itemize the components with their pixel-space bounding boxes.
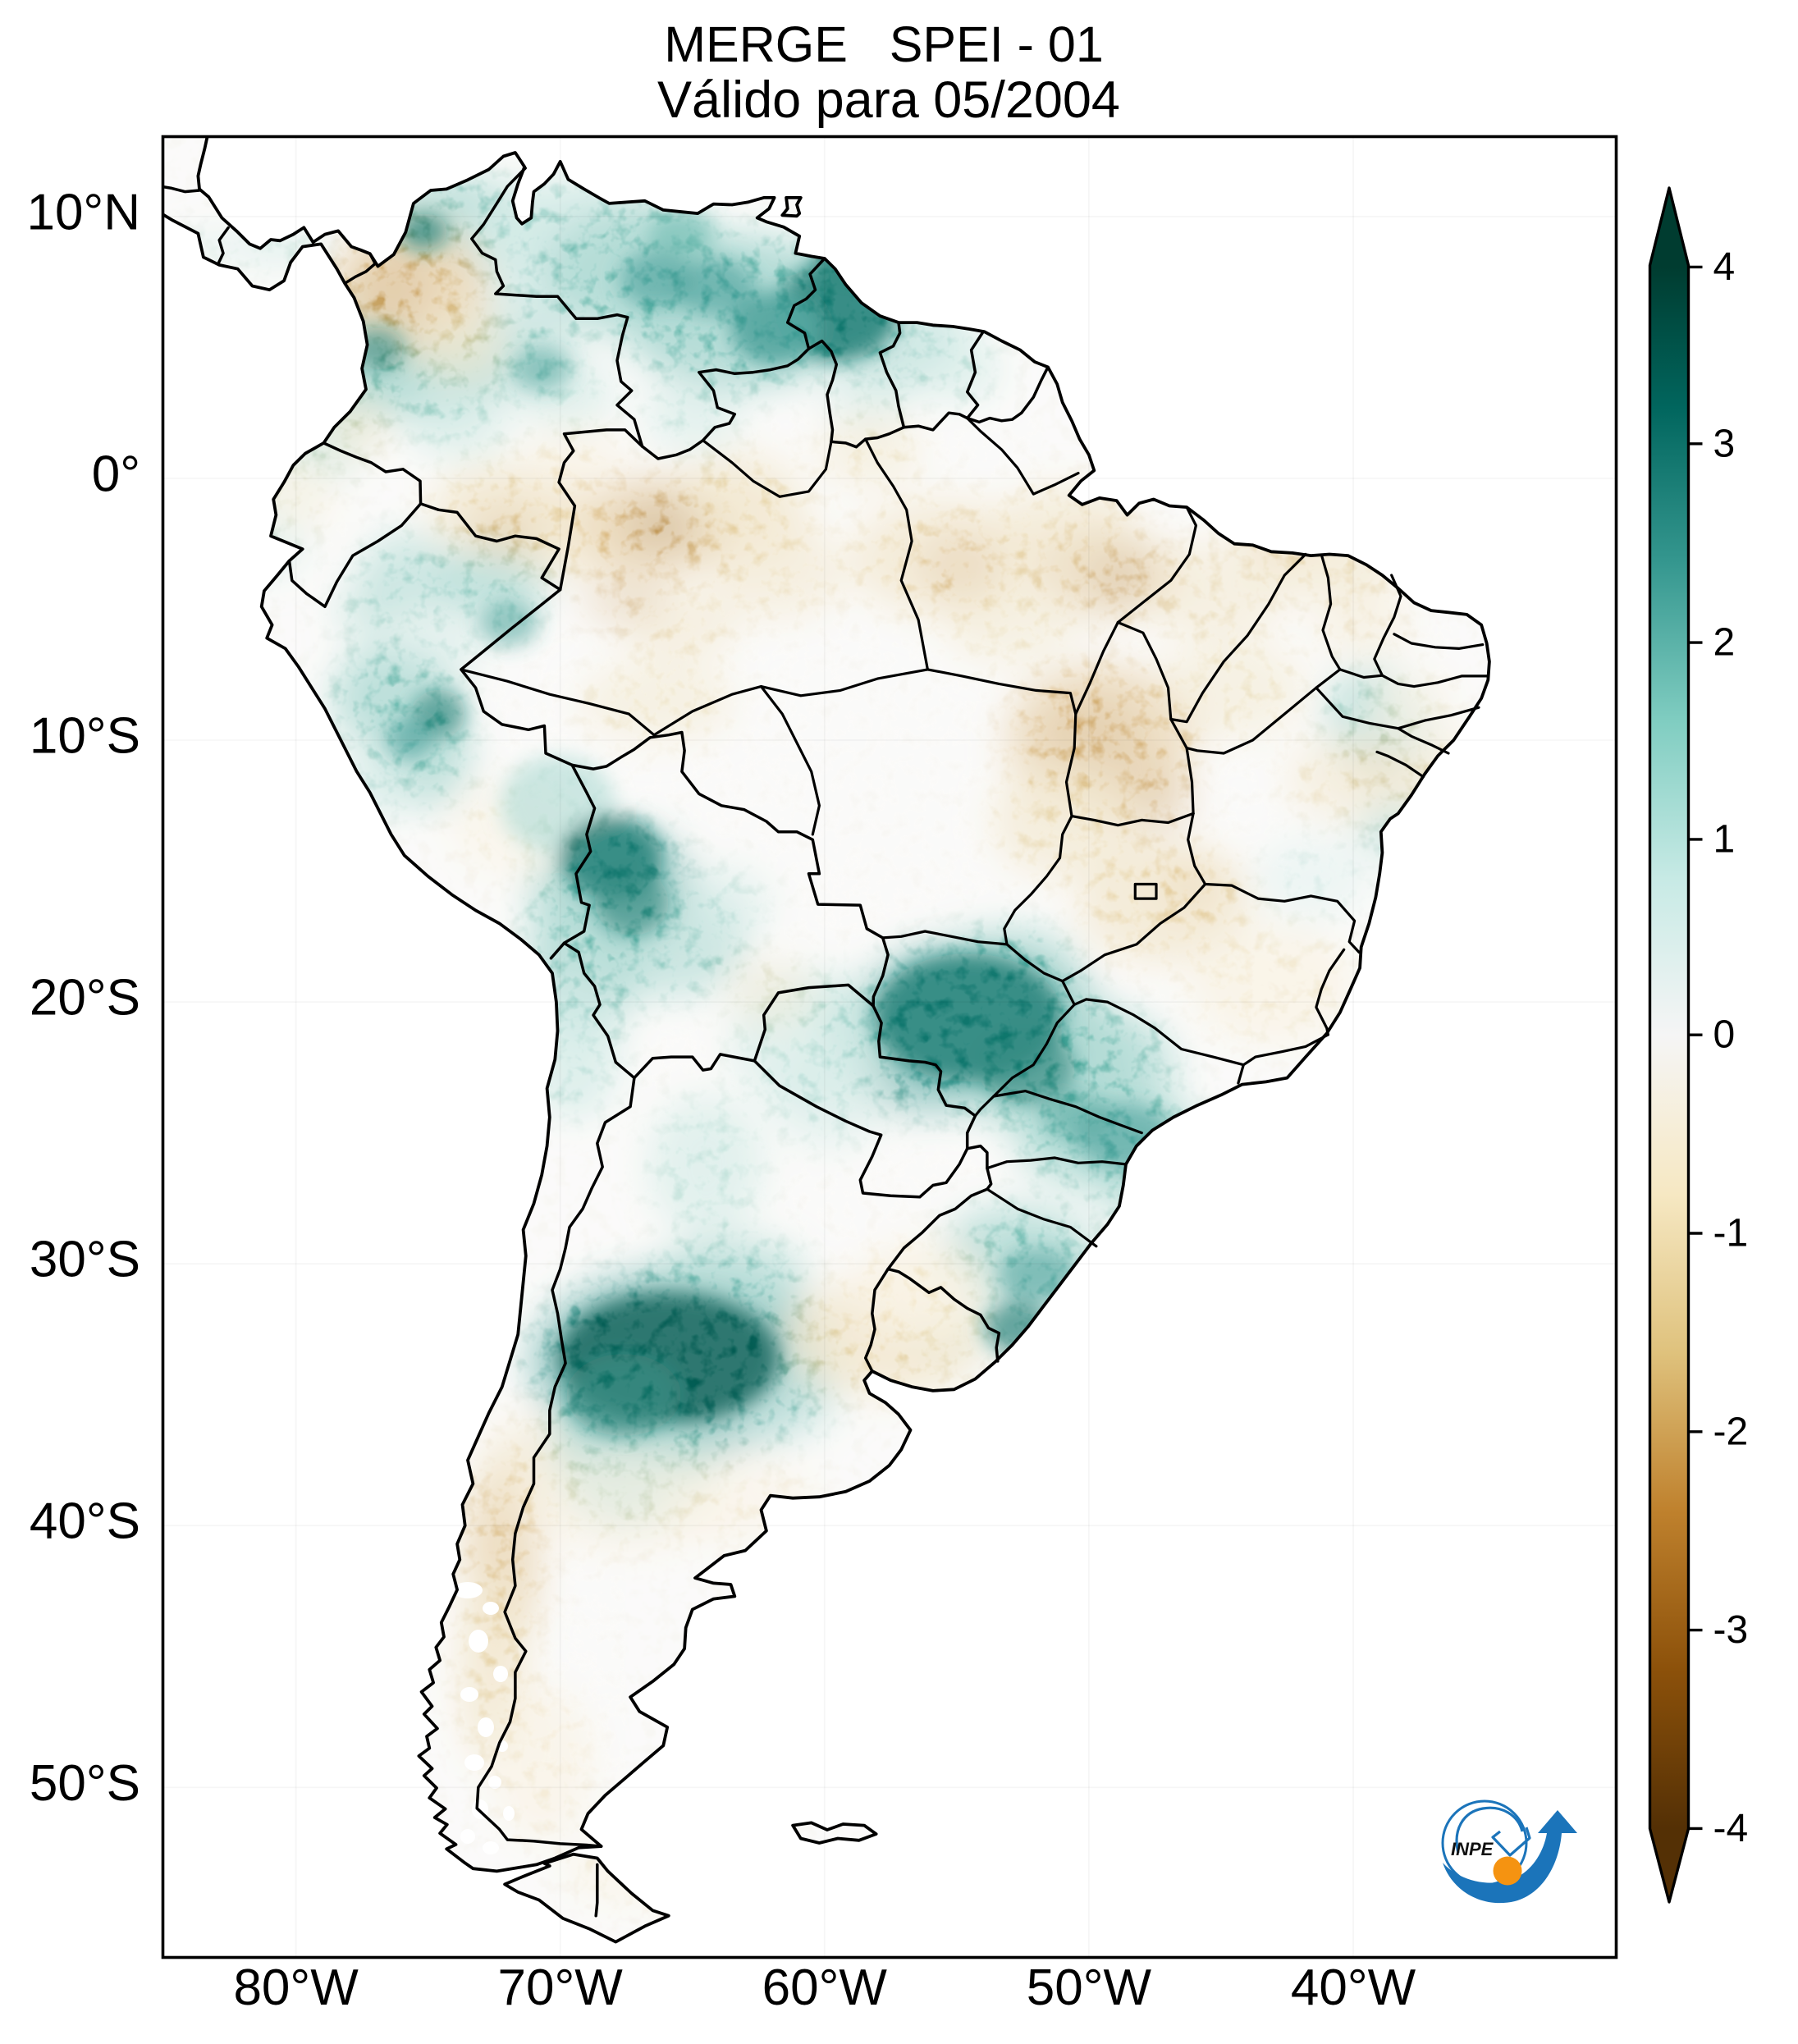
svg-text:20°S: 20°S: [30, 970, 140, 1027]
svg-text:50°S: 50°S: [30, 1755, 140, 1812]
svg-text:2: 2: [1713, 621, 1736, 665]
svg-text:1: 1: [1713, 817, 1736, 861]
svg-text:0: 0: [1713, 1013, 1736, 1057]
svg-text:-4: -4: [1713, 1807, 1749, 1850]
svg-text:40°W: 40°W: [1291, 1959, 1416, 2016]
svg-text:60°W: 60°W: [762, 1959, 888, 2016]
svg-text:80°W: 80°W: [233, 1959, 359, 2016]
svg-text:10°N: 10°N: [26, 184, 140, 240]
svg-text:0°: 0°: [92, 446, 140, 503]
svg-text:3: 3: [1713, 422, 1736, 465]
svg-text:70°W: 70°W: [498, 1959, 624, 2016]
svg-text:4: 4: [1713, 245, 1736, 289]
svg-text:40°S: 40°S: [30, 1493, 140, 1550]
svg-text:50°W: 50°W: [1027, 1959, 1152, 2016]
svg-text:10°S: 10°S: [30, 708, 140, 765]
svg-text:-3: -3: [1713, 1608, 1749, 1652]
svg-text:-1: -1: [1713, 1212, 1749, 1255]
svg-text:-2: -2: [1713, 1410, 1749, 1453]
svg-text:MERGE SPEI - 01: MERGE SPEI - 01: [664, 16, 1104, 72]
svg-text:30°S: 30°S: [30, 1232, 140, 1288]
svg-text:Válido para 05/2004: Válido para 05/2004: [657, 71, 1120, 129]
svg-text:INPE: INPE: [1451, 1839, 1494, 1859]
